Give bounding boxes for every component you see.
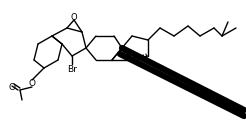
- Text: Br: Br: [67, 65, 77, 74]
- Text: O: O: [29, 79, 35, 88]
- Text: O: O: [71, 13, 77, 22]
- Text: O: O: [9, 84, 15, 93]
